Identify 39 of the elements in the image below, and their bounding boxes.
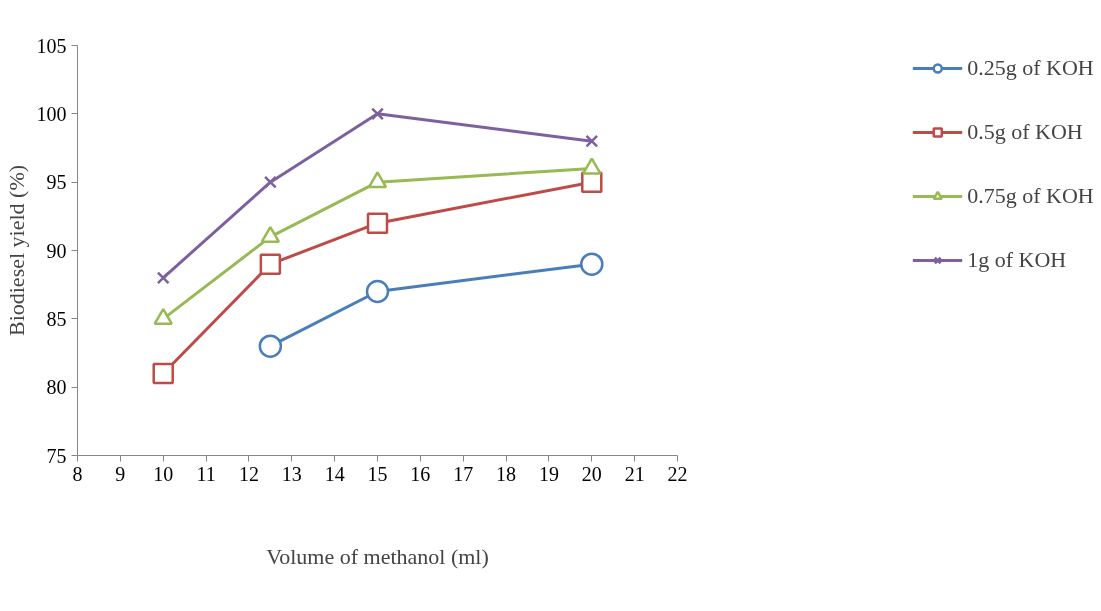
x-tick-label: 19: [538, 462, 559, 485]
x-axis-title: Volume of methanol (ml): [266, 543, 489, 569]
x-tick-label: 9: [115, 462, 126, 485]
y-tick-label: 100: [36, 102, 67, 125]
legend-label: 0.25g of KOH: [967, 55, 1094, 81]
y-tick-label: 75: [46, 444, 67, 467]
x-tick-label: 12: [238, 462, 259, 485]
point: [367, 171, 388, 189]
point: [258, 334, 283, 358]
y-tick-label: 80: [46, 376, 67, 399]
point: [585, 134, 599, 148]
x-tick-label: 8: [72, 462, 83, 485]
point: [156, 271, 170, 285]
x-tick-label: 17: [453, 462, 474, 485]
legend-label: 1g of KOH: [967, 247, 1067, 273]
legend-label: 0.5g of KOH: [967, 119, 1083, 145]
point: [365, 279, 390, 304]
y-tick-label: 105: [36, 34, 67, 57]
point: [152, 362, 174, 385]
x-tick-label: 14: [324, 462, 345, 485]
point: [366, 212, 389, 234]
x-tick-label: 16: [410, 462, 431, 485]
y-axis-title: Biodiesel yield (%): [3, 164, 29, 337]
x-tick-label: 13: [281, 462, 302, 485]
x-tick-label: 20: [581, 462, 602, 485]
x-tick-label: 22: [667, 462, 688, 485]
point: [263, 175, 277, 189]
x-tick-label: 18: [496, 462, 517, 485]
y-tick-label: 95: [46, 171, 67, 194]
y-tick-label: 85: [46, 307, 67, 330]
point: [370, 107, 385, 121]
x-tick-label: 15: [367, 462, 388, 485]
x-tick-label: 10: [153, 462, 174, 485]
y-tick-label: 90: [46, 239, 67, 262]
legend-label: 0.75g of KOH: [967, 183, 1094, 209]
point: [580, 252, 604, 276]
x-tick-label: 21: [624, 462, 645, 485]
point: [259, 253, 282, 275]
x-tick-label: 11: [196, 462, 216, 485]
